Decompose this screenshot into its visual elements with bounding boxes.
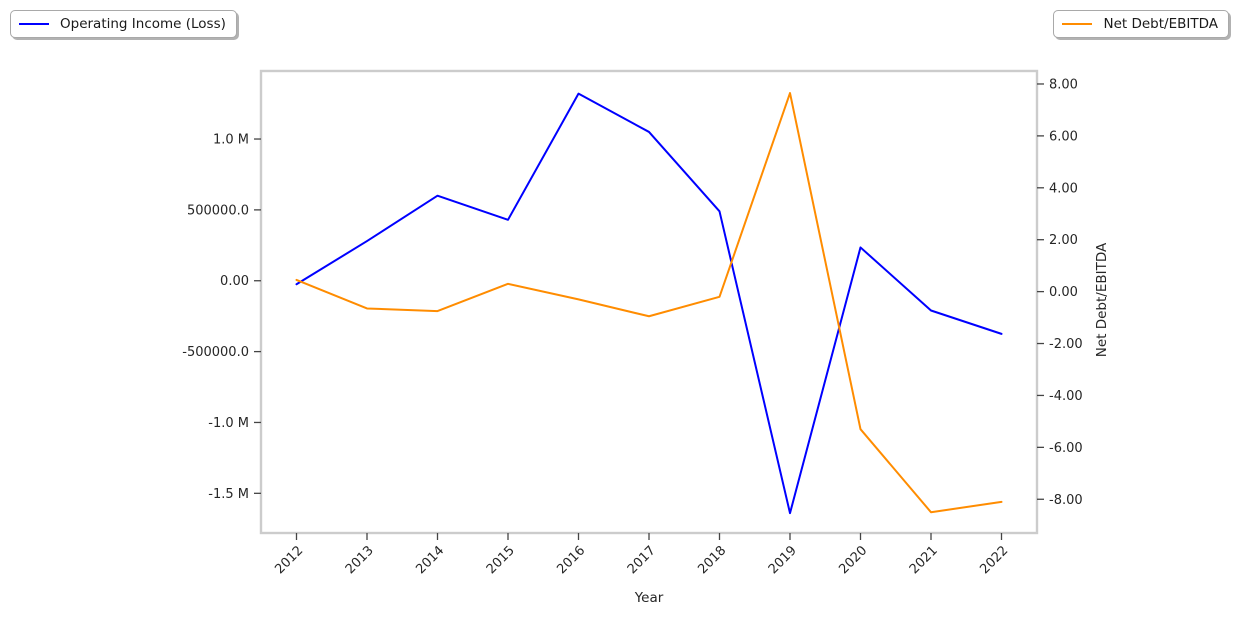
left-axis-tick-label: 0.00 — [220, 274, 249, 289]
right-axis-tick-label: -4.00 — [1049, 389, 1083, 404]
left-axis-tick-label: -1.0 M — [208, 416, 249, 431]
series-line-operating-income — [295, 92, 1003, 515]
left-axis-tick-label: 1.0 M — [213, 133, 249, 148]
right-axis-tick-label: -8.00 — [1049, 493, 1083, 508]
legend-operating-income: Operating Income (Loss) — [10, 10, 237, 38]
right-axis-tick-label: 0.00 — [1049, 285, 1078, 300]
left-axis-tick-label: -500000.0 — [182, 345, 249, 360]
left-axis-tick-label: 500000.0 — [187, 203, 249, 218]
right-axis-tick-label: -6.00 — [1049, 441, 1083, 456]
legend-operating-income-label: Operating Income (Loss) — [60, 16, 226, 32]
x-axis-tick-label: 2022 — [977, 543, 1011, 577]
legend-line-swatch-orange — [1062, 23, 1093, 25]
legend-net-debt-ebitda: Net Debt/EBITDA — [1053, 10, 1229, 38]
x-axis-tick-label: 2019 — [766, 543, 800, 577]
legend-line-swatch-blue — [19, 23, 49, 25]
legend-net-debt-ebitda-label: Net Debt/EBITDA — [1103, 16, 1218, 32]
right-y-axis-title: Net Debt/EBITDA — [1094, 242, 1110, 358]
x-axis-tick-label: 2012 — [272, 543, 306, 577]
x-axis-tick-label: 2017 — [625, 543, 659, 577]
x-axis-tick-label: 2015 — [484, 543, 518, 577]
left-axis-tick-label: -1.5 M — [208, 487, 249, 502]
right-axis-tick-label: 2.00 — [1049, 233, 1078, 248]
right-axis-tick-label: 6.00 — [1049, 129, 1078, 144]
x-axis-tick-label: 2020 — [836, 543, 870, 577]
right-axis-tick-label: -2.00 — [1049, 337, 1083, 352]
x-axis-tick-label: 2021 — [907, 543, 941, 577]
x-axis-tick-label: 2016 — [554, 543, 588, 577]
x-axis-title: Year — [634, 590, 664, 606]
right-axis-tick-label: 4.00 — [1049, 181, 1078, 196]
right-axis-tick-label: 8.00 — [1049, 77, 1078, 92]
x-axis-tick-label: 2018 — [695, 543, 729, 577]
series-line-net-debt-ebitda — [295, 92, 1003, 514]
x-axis-tick-label: 2014 — [413, 543, 447, 577]
x-axis-tick-label: 2013 — [343, 543, 377, 577]
